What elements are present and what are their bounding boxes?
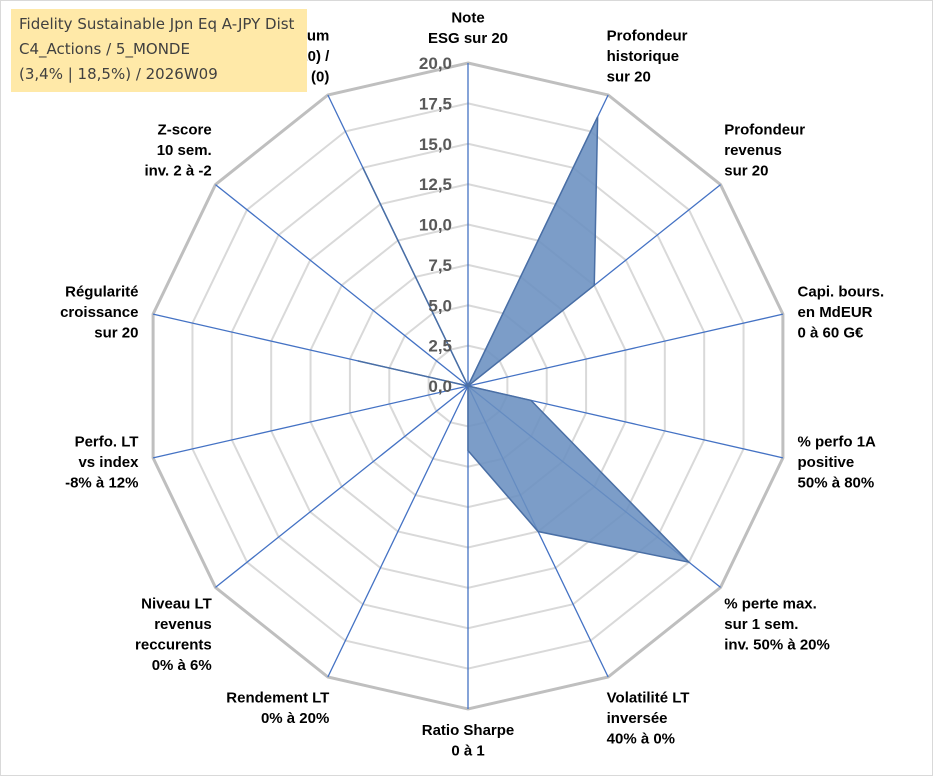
axis-label-line: Régularité	[65, 283, 138, 300]
radial-tick-label: 2,5	[428, 337, 452, 356]
axis-label-line: Ratio Sharpe	[422, 722, 515, 739]
radial-tick-label: 0,0	[428, 377, 452, 396]
axis-label: % perfo 1A positive 50% à 80%	[798, 434, 877, 492]
axis-label-line: Z-score	[158, 121, 212, 138]
axis-label-line: en MdEUR	[798, 304, 873, 321]
axis-label-line: 0% à 6%	[152, 657, 212, 674]
axis-label-line: Profondeur	[724, 121, 805, 138]
axis-label-line: croissance	[60, 304, 138, 321]
axis-label-line: Capi. bours.	[798, 283, 885, 300]
series-area	[357, 116, 692, 564]
radial-tick-label: 5,0	[428, 296, 452, 315]
axis-label-line: reccurents	[135, 637, 212, 654]
axis-label: Régularité croissance sur 20	[60, 283, 138, 341]
fund-name: Fidelity Sustainable Jpn Eq A-JPY Dist	[19, 15, 295, 33]
axis-spoke	[467, 313, 784, 387]
axis-label-line: Profondeur	[607, 27, 688, 44]
axis-label-line: historique	[607, 48, 680, 65]
axis-label: Note ESG sur 20	[428, 10, 508, 48]
axis-label-line: % perfo 1A	[798, 434, 877, 451]
axis-label: Capi. bours. en MdEUR 0 à 60 G€	[798, 283, 885, 341]
axis-label: % perte max. sur 1 sem. inv. 50% à 20%	[724, 596, 830, 654]
axis-label-line: 0 à 1	[451, 743, 484, 760]
axis-label-line: 50% à 80%	[798, 475, 875, 492]
axis-label: Rendement LT 0% à 20%	[226, 690, 329, 728]
axis-label-line: ESG sur 20	[428, 30, 508, 47]
axis-label: Z-score 10 sem. inv. 2 à -2	[144, 121, 211, 179]
radial-tick-label: 12,5	[419, 175, 452, 194]
axis-label-line: 40% à 0%	[607, 731, 675, 748]
radial-tick-label: 7,5	[428, 256, 452, 275]
axis-label-line: 10 sem.	[157, 142, 212, 159]
radial-tick-label: 10,0	[419, 216, 452, 235]
fund-stats: (3,4% | 18,5%) / 2026W09	[19, 65, 218, 83]
axis-label: Volatilité LT inversée 40% à 0%	[607, 690, 690, 748]
axis-label-line: vs index	[78, 454, 139, 471]
axis-label-line: positive	[798, 454, 855, 471]
axis-spoke	[327, 385, 469, 678]
axis-label-line: sur 1 sem.	[724, 616, 798, 633]
radial-tick-label: 15,0	[419, 135, 452, 154]
axis-label: Profondeur historique sur 20	[607, 27, 688, 85]
radial-tick-label: 17,5	[419, 94, 452, 113]
axis-label-line: inv. 2 à -2	[144, 162, 211, 179]
axis-label-line: 0% à 20%	[261, 710, 329, 727]
axis-spoke	[215, 184, 469, 387]
axis-label-line: sur 20	[607, 68, 651, 85]
axis-label: Profondeur revenus sur 20	[724, 121, 805, 179]
axis-label-line: revenus	[154, 616, 212, 633]
radial-tick-label: 20,0	[419, 54, 452, 73]
axis-label-line: Perfo. LT	[75, 434, 139, 451]
fund-info-box: Fidelity Sustainable Jpn Eq A-JPY Dist C…	[11, 9, 307, 92]
axis-label-line: Volatilité LT	[607, 690, 690, 707]
axis-label-line: Rendement LT	[226, 690, 329, 707]
axis-label-line: inv. 50% à 20%	[724, 637, 830, 654]
axis-label-line: revenus	[724, 142, 782, 159]
axis-spoke	[215, 385, 469, 588]
axis-label-line: sur 20	[94, 324, 138, 341]
fund-category: C4_Actions / 5_MONDE	[19, 40, 190, 58]
axis-label-line: Niveau LT	[141, 596, 212, 613]
axis-label-line: % perte max.	[724, 596, 817, 613]
axis-label-line: Note	[451, 10, 484, 27]
axis-label-line: sur 20	[724, 162, 768, 179]
axis-label: Ratio Sharpe 0 à 1	[422, 722, 515, 760]
axis-label-line: inversée	[607, 710, 668, 727]
axis-spoke	[152, 385, 469, 459]
axis-label-line: -8% à 12%	[65, 475, 138, 492]
axis-label-line: 0 à 60 G€	[798, 324, 865, 341]
axis-label: Niveau LT revenus reccurents 0% à 6%	[135, 596, 212, 675]
axis-label: Perfo. LT vs index -8% à 12%	[65, 434, 139, 492]
